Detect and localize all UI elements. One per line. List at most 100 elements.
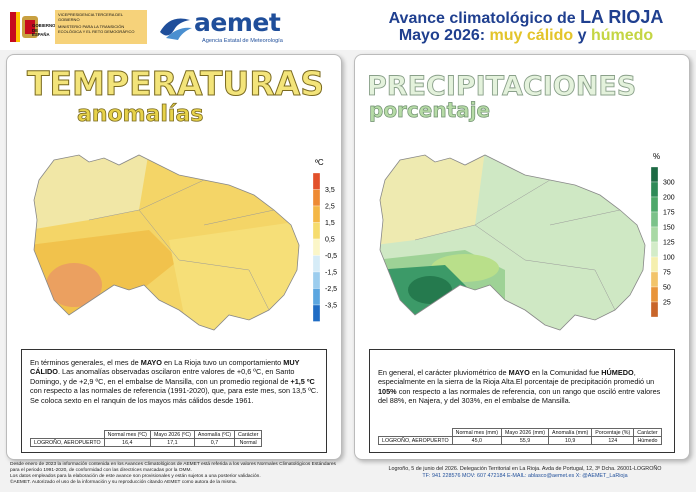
temperature-textbox: En términos generales, el mes de MAYO en… <box>21 349 327 453</box>
legend-label: 125 <box>663 240 675 247</box>
footer-notes: Desde enero de 2023 la información conte… <box>10 462 340 486</box>
footer-address-box: Logroño, 5 de junio del 2026. Delegación… <box>362 466 688 480</box>
paragraph-segment: MAYO <box>508 368 530 377</box>
table-header: Porcentaje (%) <box>591 428 635 437</box>
legend-label: -0,5 <box>325 253 337 260</box>
legend-swatch <box>312 222 321 240</box>
temperature-panel: TEMPERATURAS anomalías ºC 3,5 2,5 1,5 0,5 -0,… <box>6 54 342 460</box>
title-line2: Mayo 2026: muy cálido y húmedo <box>364 26 688 45</box>
legend-swatch <box>650 241 659 258</box>
legend-swatch <box>312 304 321 322</box>
header: GOBIERNO DE ESPAÑA VICEPRESIDENCIA TERCE… <box>0 0 696 50</box>
precipitation-legend: % 300 200 175 150 125 100 75 50 25 <box>650 152 675 318</box>
legend-swatch <box>650 166 659 183</box>
legend-swatch <box>650 286 659 303</box>
table-cell: 0,7 <box>193 438 236 447</box>
legend-unit: ºC <box>315 158 324 167</box>
paragraph-segment: En general, el carácter pluviométrico de <box>378 368 509 377</box>
table-cell: LOGROÑO, AEROPUERTO <box>30 438 105 447</box>
table-cell: 10,9 <box>548 436 593 445</box>
gov-vice: VICEPRESIDENCIA TERCERA DEL GOBIERNO <box>58 12 123 22</box>
legend-label: 100 <box>663 255 675 262</box>
footer-note: ©AEMET. Autorizado el uso de la informac… <box>10 479 237 485</box>
aemet-name: aemet <box>194 8 281 37</box>
title-temp-char: muy cálido <box>489 26 574 44</box>
legend-label: 150 <box>663 225 675 232</box>
table-header: Normal mes (ºC) <box>103 430 151 439</box>
main-title: Avance climatológico de LA RIOJA Mayo 20… <box>364 8 688 45</box>
paragraph-segment: , especialmente en la sierra de la Rioja… <box>378 368 655 387</box>
paragraph-segment: +1,5 ºC <box>290 376 315 386</box>
table-corner <box>379 429 453 437</box>
title-prec-char: húmedo <box>590 26 654 44</box>
table-row: LOGROÑO, AEROPUERTO 16,4 17,1 0,7 Normal <box>30 438 263 447</box>
table-header: Mayo 2026 (ºC) <box>149 430 195 439</box>
table-cell: 124 <box>591 436 635 445</box>
legend-swatch <box>312 271 321 289</box>
temperature-legend: ºC 3,5 2,5 1,5 0,5 -0,5 -1,5 -2,5 -3,5 <box>312 158 337 322</box>
paragraph-segment: en la Comunidad fue <box>529 368 602 377</box>
table-cell: 55,9 <box>500 436 550 445</box>
gov-emblem <box>10 12 38 42</box>
table-row: LOGROÑO, AEROPUERTO 45,0 55,9 10,9 124 Húmedo <box>378 436 662 445</box>
table-cell: Húmedo <box>633 436 662 445</box>
precipitation-table: Normal mes (mm) Mayo 2026 (mm) Anomalía (m… <box>378 428 662 445</box>
paragraph-segment: MAYO <box>140 358 162 367</box>
legend-swatch <box>650 226 659 243</box>
legend-label: 300 <box>663 180 675 187</box>
title-text: Avance climatológico de <box>388 10 576 27</box>
aemet-logo <box>160 18 192 40</box>
legend-swatch <box>312 288 321 306</box>
paragraph-segment: con respecto a las normales de referenci… <box>30 386 319 405</box>
precipitation-panel: PRECIPITACIONES porcentaje % 300 200 175 150… <box>354 54 690 460</box>
temperature-table: Normal mes (ºC) Mayo 2026 (ºC) Anomalía (º… <box>30 430 263 447</box>
legend-swatch <box>312 189 321 207</box>
legend-label: 1,5 <box>325 220 335 227</box>
legend-unit: % <box>653 152 660 161</box>
paragraph-segment: con respecto a las normales de referenci… <box>378 386 661 406</box>
legend-swatch <box>650 181 659 198</box>
paragraph-segment: HÚMEDO <box>601 368 634 377</box>
table-corner <box>31 431 105 439</box>
table-header: Carácter <box>633 428 662 437</box>
title-and: y <box>577 26 587 44</box>
legend-label: 3,5 <box>325 187 335 194</box>
footer-note: Los datos empleados para la elaboración … <box>10 473 261 479</box>
legend-swatch <box>650 301 659 318</box>
legend-swatch <box>650 271 659 288</box>
legend-label: 200 <box>663 195 675 202</box>
table-header: Carácter <box>234 430 263 439</box>
paragraph-segment: En términos generales, el mes de <box>30 358 141 367</box>
aemet-full: Agencia Estatal de Meteorología <box>202 38 283 44</box>
gov-country: GOBIERNO DE ESPAÑA <box>32 23 56 38</box>
legend-swatch <box>312 238 321 256</box>
legend-label: -3,5 <box>325 303 337 310</box>
table-header: Anomalía (ºC) <box>193 430 236 439</box>
title-region: LA RIOJA <box>580 7 664 27</box>
table-header-row: Normal mes (mm) Mayo 2026 (mm) Anomalía (m… <box>379 428 662 437</box>
legend-label: 25 <box>663 300 671 307</box>
legend-label: 50 <box>663 285 671 292</box>
table-header: Mayo 2026 (mm) <box>500 428 550 437</box>
table-cell: 17,1 <box>149 438 195 447</box>
table-cell: 45,0 <box>451 436 503 445</box>
gov-ministry: MINISTERIO PARA LA TRANSICIÓN ECOLÓGICA … <box>58 24 135 34</box>
precipitation-textbox: En general, el carácter pluviométrico de… <box>369 349 675 453</box>
temperature-graphic: TEMPERATURAS anomalías ºC 3,5 2,5 1,5 0,5 -0,… <box>27 64 337 331</box>
footer-address: Logroño, 5 de junio del 2026. Delegación… <box>388 466 662 472</box>
precipitation-paragraph: En general, el carácter pluviométrico de… <box>378 368 668 406</box>
table-cell: LOGROÑO, AEROPUERTO <box>378 436 453 445</box>
table-cell: Normal <box>234 438 263 447</box>
legend-label: 0,5 <box>325 237 335 244</box>
precipitation-graphic: PRECIPITACIONES porcentaje % 300 200 175 150… <box>367 71 675 331</box>
panel-subtitle: anomalías <box>77 102 203 127</box>
title-month: Mayo 2026: <box>398 26 486 44</box>
legend-swatch <box>650 256 659 273</box>
legend-swatch <box>650 196 659 213</box>
footer-note: Desde enero de 2023 la información conte… <box>10 462 336 473</box>
table-header-row: Normal mes (ºC) Mayo 2026 (ºC) Anomalía (º… <box>31 430 263 439</box>
temperature-paragraph: En términos generales, el mes de MAYO en… <box>30 358 320 405</box>
legend-label: -2,5 <box>325 286 337 293</box>
legend-swatch <box>312 172 321 190</box>
legend-swatch <box>312 205 321 223</box>
